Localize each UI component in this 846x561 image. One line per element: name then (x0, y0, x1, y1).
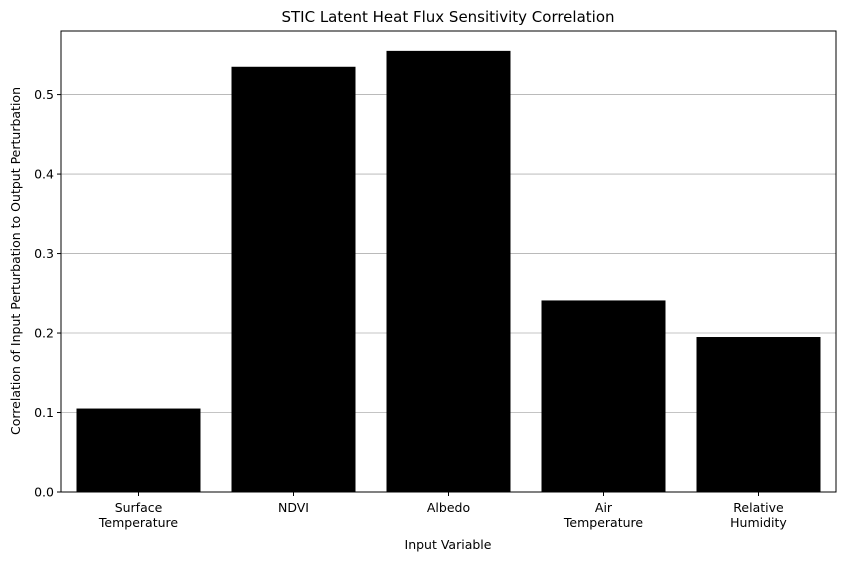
x-axis-label: Input Variable (405, 537, 492, 552)
x-tick-label: Relative Humidity (730, 500, 787, 530)
y-axis-label: Correlation of Input Perturbation to Out… (8, 87, 23, 435)
y-tick-label: 0.0 (34, 485, 54, 500)
x-tick-label: Surface Temperature (98, 500, 178, 530)
bar (386, 50, 511, 492)
x-tick-label-line: Surface (115, 500, 163, 515)
y-tick-label: 0.5 (34, 87, 54, 102)
x-tick-label: Air Temperature (563, 500, 643, 530)
x-tick-label-line: Temperature (98, 515, 178, 530)
x-tick-label-line: Air (595, 500, 613, 515)
y-tick-label: 0.4 (34, 167, 54, 182)
y-tick-label: 0.3 (34, 246, 54, 261)
x-tick-label-line: Albedo (427, 500, 470, 515)
y-tick-label: 0.2 (34, 326, 54, 341)
bar (541, 300, 666, 492)
y-tick-label: 0.1 (34, 405, 54, 420)
x-tick-label-line: Temperature (563, 515, 643, 530)
x-tick-label: NDVI (278, 500, 309, 515)
x-tick-label: Albedo (427, 500, 470, 515)
x-tick-label-line: Humidity (730, 515, 787, 530)
bar (231, 66, 356, 492)
bar (696, 337, 821, 492)
chart-title: STIC Latent Heat Flux Sensitivity Correl… (281, 8, 614, 26)
bar (76, 408, 201, 492)
bars (76, 50, 821, 492)
x-tick-label-line: NDVI (278, 500, 309, 515)
y-axis-ticks: 0.0 0.1 0.2 0.3 0.4 0.5 (34, 87, 61, 500)
x-tick-label-line: Relative (733, 500, 784, 515)
